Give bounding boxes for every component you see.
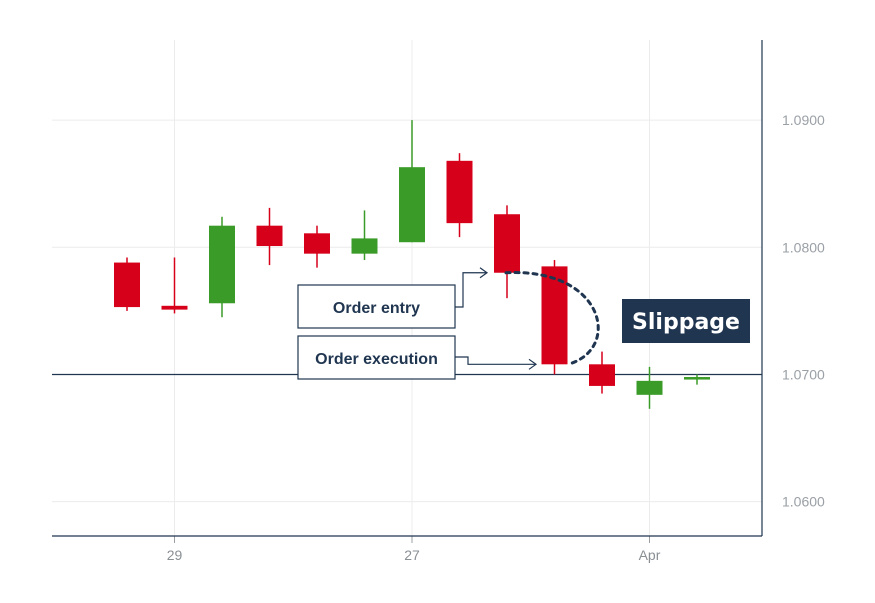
x-tick-label: 29	[167, 547, 183, 563]
order-entry-label: Order entry	[333, 300, 420, 317]
candle-up	[684, 374, 710, 385]
slippage-badge	[622, 299, 750, 343]
y-tick-label: 1.0900	[782, 112, 825, 128]
candle-body	[256, 225, 283, 247]
candle-up	[636, 366, 663, 409]
candle-body	[636, 380, 663, 395]
slippage-arc	[504, 271, 600, 366]
candle-body	[589, 364, 615, 386]
candle-down	[114, 257, 140, 311]
candle-body	[684, 377, 710, 380]
candle-down	[161, 257, 188, 314]
y-tick-label: 1.0600	[782, 494, 825, 510]
candle-down	[494, 205, 520, 299]
candle-up	[399, 120, 425, 243]
order-execution-label: Order execution	[315, 351, 438, 368]
y-tick-label: 1.0800	[782, 239, 825, 255]
y-tick-label: 1.0700	[782, 366, 825, 382]
candle-body	[304, 233, 330, 254]
order-entry-arrowhead	[479, 267, 489, 279]
order-execution-arrowhead	[528, 358, 538, 370]
candle-body	[446, 160, 473, 224]
candles	[114, 120, 710, 409]
candle-body	[114, 262, 140, 308]
annotations: Order entry Order execution Slippage	[297, 267, 750, 380]
order-execution-box	[297, 335, 456, 380]
candle-body	[209, 225, 235, 304]
candle-body	[494, 214, 520, 273]
order-entry-arrow	[455, 272, 486, 308]
candle-down	[446, 153, 473, 238]
tick-labels: 1.0900 1.0800 1.0700 1.0600 29 27 Apr	[167, 112, 825, 563]
candle-body	[399, 167, 425, 243]
x-tick-label: 27	[404, 547, 420, 563]
candle-body	[351, 238, 378, 254]
order-execution-arrow	[455, 356, 535, 365]
candle-up	[351, 210, 378, 261]
slippage-label: Slippage	[632, 310, 740, 335]
candle-down	[304, 225, 330, 268]
candle-up	[209, 216, 235, 318]
candle-down	[256, 207, 283, 266]
x-tick-label: Apr	[639, 547, 661, 563]
candle-body	[161, 305, 188, 310]
candle-down	[589, 351, 615, 394]
